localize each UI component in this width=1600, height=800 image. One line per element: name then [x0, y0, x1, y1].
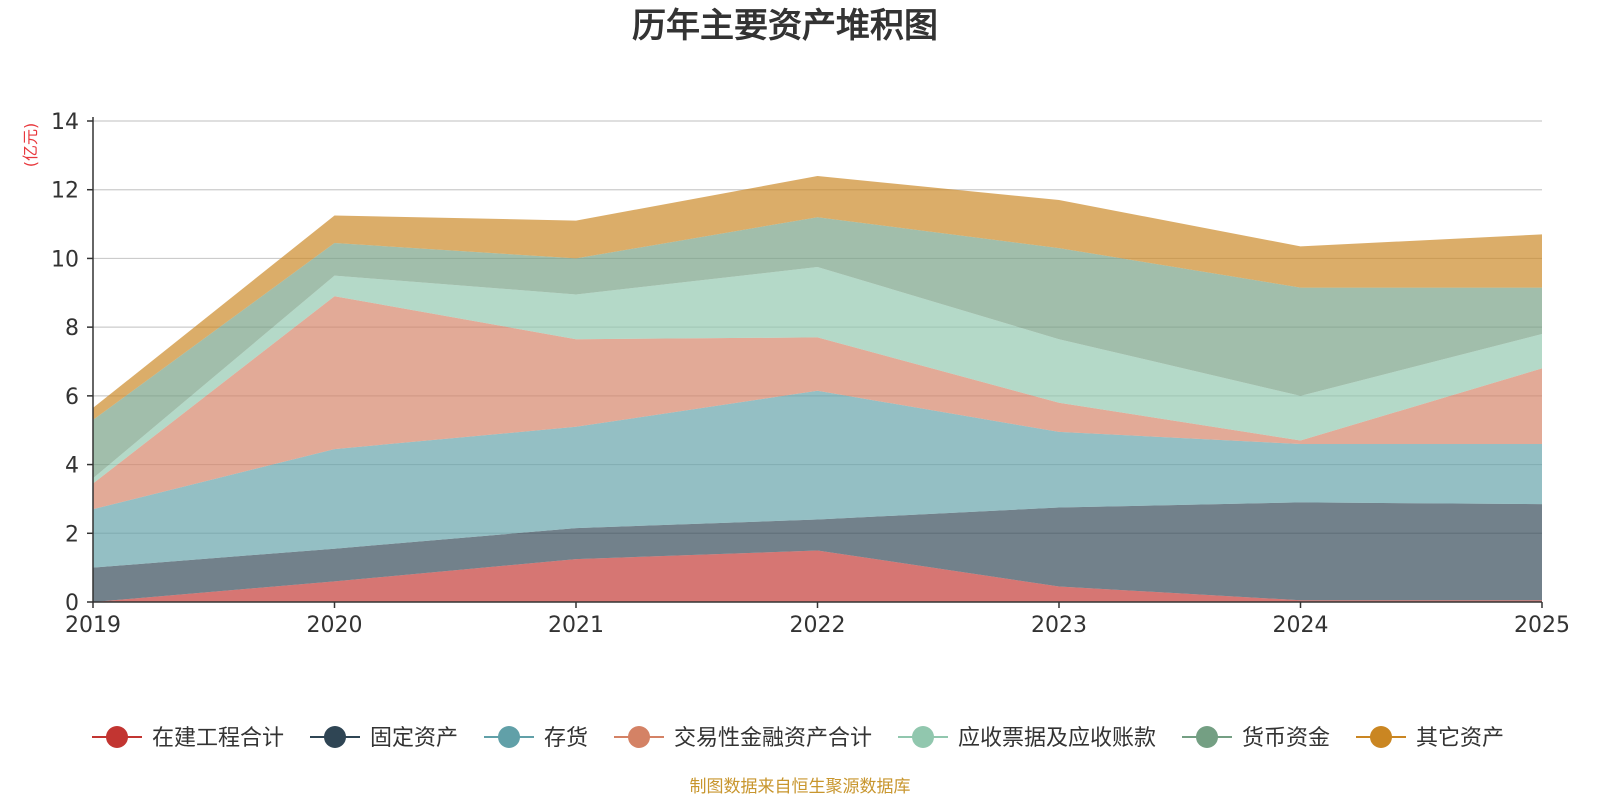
area-在建工程合计[interactable]: [93, 550, 1542, 603]
legend-item-交易性金融资产合计[interactable]: 交易性金融资产合计: [614, 726, 872, 751]
legend-marker: [912, 726, 934, 748]
axes: 0 2 4 6 8 10 12 14 2019 2020 2021 2022 2023 2024 2025: [51, 110, 1570, 638]
chart-title: 历年主要资产堆积图: [632, 6, 938, 46]
y-tick-label: 14: [51, 110, 79, 135]
y-tick-label: 12: [51, 179, 79, 204]
y-tick-label: 8: [65, 316, 79, 341]
y-tick-label: 4: [65, 454, 79, 479]
legend-label: 应收票据及应收账款: [958, 726, 1156, 751]
area-其它资产[interactable]: [93, 176, 1542, 420]
legend-label: 货币资金: [1242, 726, 1330, 751]
x-tick-label: 2019: [65, 613, 121, 638]
legend-label: 在建工程合计: [152, 726, 284, 751]
x-tick-label: 2021: [548, 613, 604, 638]
legend-marker: [106, 726, 128, 748]
area-series: [93, 176, 1542, 602]
y-tick-label: 6: [65, 385, 79, 410]
legend-label: 交易性金融资产合计: [674, 726, 872, 751]
x-tick-label: 2022: [790, 613, 846, 638]
legend-item-其它资产[interactable]: 其它资产: [1356, 726, 1504, 751]
legend-label: 存货: [544, 726, 588, 751]
area-固定资产[interactable]: [93, 502, 1542, 602]
legend-item-固定资产[interactable]: 固定资产: [310, 726, 458, 751]
data-source-note: 制图数据来自恒生聚源数据库: [690, 777, 911, 797]
area-交易性金融资产合计[interactable]: [93, 296, 1542, 510]
legend-marker: [498, 726, 520, 748]
area-应收票据及应收账款[interactable]: [93, 267, 1542, 484]
legend-marker: [324, 726, 346, 748]
legend-label: 其它资产: [1416, 726, 1504, 751]
legend[interactable]: 在建工程合计 固定资产 存货 交易性金融资产合计 应收票据及应收账款 货币资金 其它资产: [92, 726, 1504, 751]
area-货币资金[interactable]: [93, 217, 1542, 479]
legend-item-货币资金[interactable]: 货币资金: [1182, 726, 1330, 751]
x-tick-label: 2025: [1514, 613, 1570, 638]
y-tick-label: 10: [51, 247, 79, 272]
y-tick-label: 0: [65, 591, 79, 616]
legend-marker: [1370, 726, 1392, 748]
area-存货[interactable]: [93, 390, 1542, 568]
legend-marker: [628, 726, 650, 748]
legend-label: 固定资产: [370, 726, 458, 751]
x-tick-label: 2023: [1031, 613, 1087, 638]
x-tick-label: 2020: [307, 613, 363, 638]
legend-item-在建工程合计[interactable]: 在建工程合计: [92, 726, 284, 751]
y-axis-unit: (亿元): [21, 123, 40, 168]
legend-item-应收票据及应收账款[interactable]: 应收票据及应收账款: [898, 726, 1156, 751]
legend-item-存货[interactable]: 存货: [484, 726, 588, 751]
legend-marker: [1196, 726, 1218, 748]
y-tick-label: 2: [65, 522, 79, 547]
x-tick-label: 2024: [1273, 613, 1329, 638]
